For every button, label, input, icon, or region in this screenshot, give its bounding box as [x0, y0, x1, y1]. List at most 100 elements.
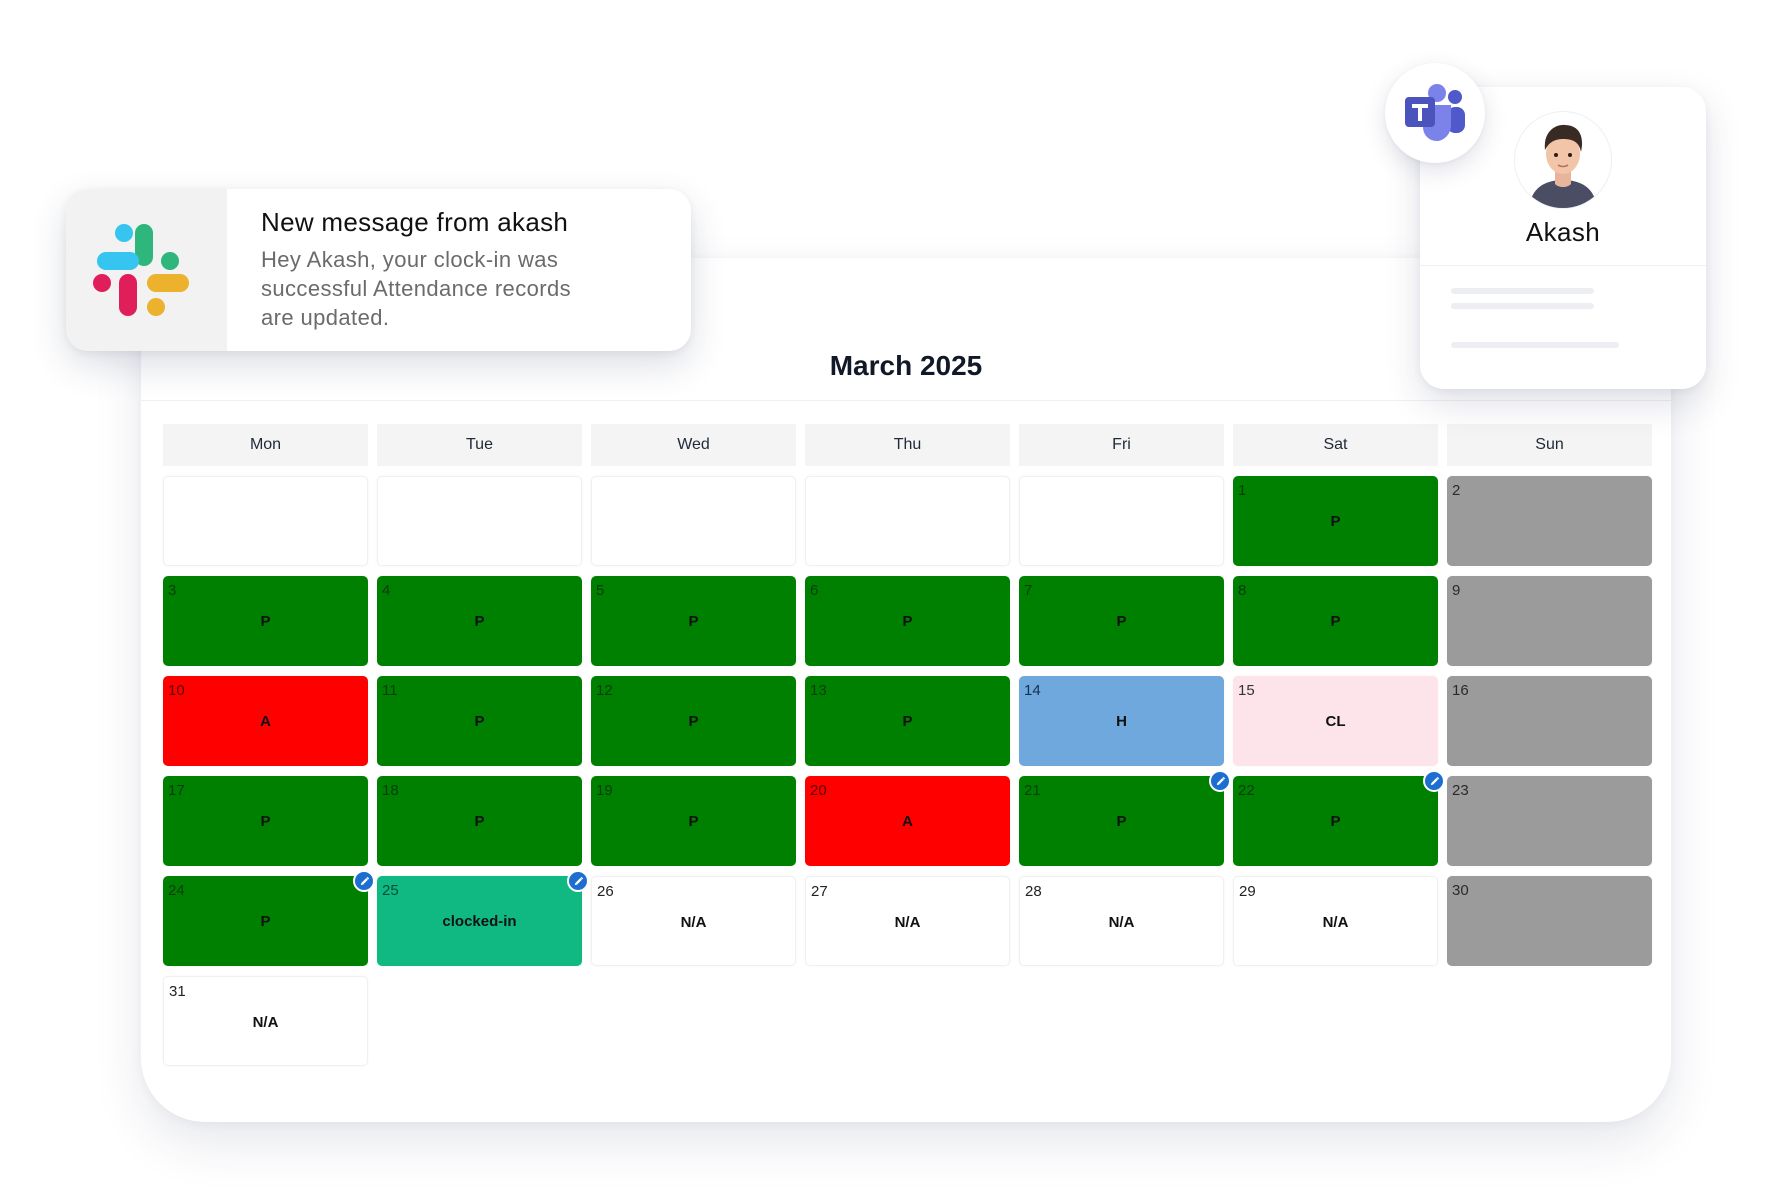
calendar-grid: 1 P 2 3 P 4 P 5 P 6 P 7 P 8 P 9 10 A 11 P 12 P 13 P 14 H 15 CL 16 17 P…	[163, 476, 1652, 1066]
attendance-status: P	[260, 913, 271, 930]
day-cell[interactable]: 11 P	[377, 676, 582, 766]
day-cell[interactable]: 22 P	[1233, 770, 1445, 866]
day-cell[interactable]: 16	[1447, 676, 1652, 766]
day-cell[interactable]: 31 N/A	[163, 976, 368, 1066]
edit-pencil-icon[interactable]	[567, 870, 589, 892]
placeholder-line	[1451, 288, 1594, 294]
edit-pencil-icon[interactable]	[353, 870, 375, 892]
day-cell[interactable]: 12 P	[591, 676, 796, 766]
attendance-status: P	[474, 813, 485, 830]
slack-notification[interactable]: New message from akash Hey Akash, your c…	[66, 189, 691, 351]
slack-logo-panel	[66, 189, 227, 351]
edit-pencil-icon[interactable]	[1209, 770, 1231, 792]
weekday-header: Mon	[163, 424, 368, 466]
day-number: 26	[597, 883, 614, 900]
day-cell[interactable]: 17 P	[163, 776, 368, 866]
empty-day-cell	[591, 476, 796, 566]
day-cell[interactable]: 25 clocked-in	[377, 870, 589, 966]
avatar-icon	[1514, 111, 1612, 209]
weekday-header: Sun	[1447, 424, 1652, 466]
empty-day-cell	[1019, 476, 1224, 566]
attendance-status: P	[902, 613, 913, 630]
day-number: 29	[1239, 883, 1256, 900]
day-number: 23	[1452, 782, 1469, 799]
day-number: 7	[1024, 582, 1033, 599]
attendance-status: H	[1116, 713, 1127, 730]
day-number: 10	[168, 682, 185, 699]
day-cell[interactable]: 27 N/A	[805, 876, 1010, 966]
slack-logo-icon	[93, 224, 189, 316]
day-number: 22	[1238, 782, 1255, 799]
attendance-status: N/A	[894, 914, 921, 931]
day-number: 30	[1452, 882, 1469, 899]
attendance-status: P	[474, 613, 485, 630]
attendance-status: N/A	[680, 914, 707, 931]
day-cell[interactable]: 28 N/A	[1019, 876, 1224, 966]
attendance-status: CL	[1325, 713, 1346, 730]
day-cell[interactable]: 18 P	[377, 776, 582, 866]
day-cell[interactable]: 9	[1447, 576, 1652, 666]
day-number: 21	[1024, 782, 1041, 799]
day-number: 18	[382, 782, 399, 799]
day-number: 2	[1452, 482, 1461, 499]
day-cell[interactable]: 30	[1447, 876, 1652, 966]
attendance-status: P	[902, 713, 913, 730]
weekday-header: Thu	[805, 424, 1010, 466]
day-number: 25	[382, 882, 399, 899]
day-number: 11	[382, 682, 398, 699]
attendance-status: P	[688, 713, 699, 730]
notification-line: are updated.	[261, 305, 390, 330]
day-number: 4	[382, 582, 391, 599]
attendance-status: P	[260, 813, 271, 830]
notification-title: New message from akash	[261, 207, 569, 237]
attendance-status: P	[688, 613, 699, 630]
day-cell[interactable]: 15 CL	[1233, 676, 1438, 766]
day-cell[interactable]: 21 P	[1019, 770, 1231, 866]
day-cell[interactable]: 13 P	[805, 676, 1010, 766]
microsoft-teams-icon	[1405, 84, 1465, 141]
profile-card[interactable]: Akash	[1420, 87, 1706, 389]
attendance-status: P	[1116, 613, 1127, 630]
day-number: 1	[1238, 482, 1247, 499]
profile-divider	[1420, 265, 1706, 266]
weekday-header: Fri	[1019, 424, 1224, 466]
teams-badge	[1385, 63, 1485, 163]
day-number: 19	[596, 782, 613, 799]
day-cell[interactable]: 24 P	[163, 870, 375, 966]
day-number: 13	[810, 682, 827, 699]
attendance-status: A	[260, 713, 271, 730]
day-cell[interactable]: 14 H	[1019, 676, 1224, 766]
day-number: 27	[811, 883, 828, 900]
day-number: 24	[168, 882, 185, 899]
day-cell[interactable]: 19 P	[591, 776, 796, 866]
day-cell[interactable]: 26 N/A	[591, 876, 796, 966]
edit-pencil-icon[interactable]	[1423, 770, 1445, 792]
day-cell[interactable]: 29 N/A	[1233, 876, 1438, 966]
attendance-status: P	[474, 713, 485, 730]
attendance-status: P	[1330, 513, 1341, 530]
weekday-header: Sat	[1233, 424, 1438, 466]
day-cell[interactable]: 10 A	[163, 676, 368, 766]
day-number: 14	[1024, 682, 1041, 699]
day-cell[interactable]: 2	[1447, 476, 1652, 566]
day-number: 16	[1452, 682, 1469, 699]
attendance-status: P	[1116, 813, 1127, 830]
day-number: 20	[810, 782, 827, 799]
weekday-header-row: Mon Tue Wed Thu Fri Sat Sun	[163, 424, 1652, 466]
weekday-header: Wed	[591, 424, 796, 466]
day-number: 6	[810, 582, 819, 599]
day-cell[interactable]: 20 A	[805, 776, 1010, 866]
day-cell[interactable]: 23	[1447, 776, 1652, 866]
day-number: 5	[596, 582, 605, 599]
attendance-status: P	[1330, 813, 1341, 830]
notification-message: Hey Akash, your clock-in was successful …	[261, 245, 661, 332]
placeholder-line	[1451, 303, 1594, 309]
attendance-status: P	[1330, 613, 1341, 630]
